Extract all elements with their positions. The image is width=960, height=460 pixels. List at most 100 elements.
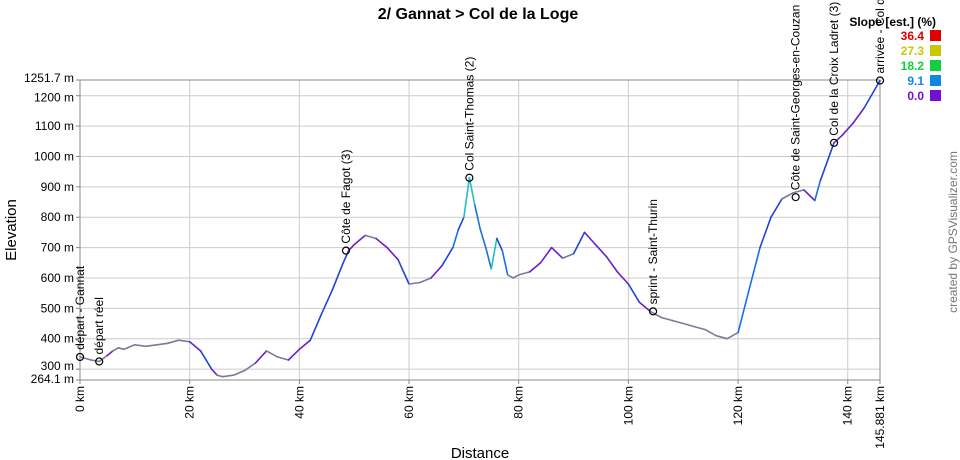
profile-segment [863, 79, 881, 109]
profile-segment [660, 316, 674, 322]
y-tick-label: 400 m [41, 332, 74, 346]
profile-segment [506, 274, 515, 279]
profile-segment [484, 246, 493, 270]
profile-segment [221, 374, 235, 378]
legend-swatch [930, 45, 941, 56]
profile-segment [792, 189, 805, 194]
profile-segment [123, 343, 136, 351]
profile-segment [441, 246, 454, 267]
profile-segment [726, 331, 739, 340]
x-tick-label: 100 km [621, 386, 635, 425]
profile-segment [748, 246, 761, 291]
profile-segment [819, 142, 835, 182]
profile-segment [298, 339, 312, 351]
profile-segment [594, 243, 608, 258]
profile-segment [479, 228, 487, 249]
profile-segment [134, 343, 147, 348]
profile-segment [468, 176, 476, 206]
profile-segment [156, 342, 169, 346]
profile-segment [166, 339, 180, 345]
profile-segment [517, 271, 531, 276]
x-tick-label: 20 km [183, 386, 197, 419]
waypoint-marker [875, 76, 885, 85]
profile-segment [397, 258, 410, 285]
chart-title: 2/ Gannat > Col de la Loge [378, 6, 579, 23]
legend-value: 0.0 [907, 89, 924, 103]
legend-swatch [930, 30, 941, 41]
grid-lines [80, 80, 880, 380]
plot-frame [79, 79, 881, 381]
x-axis-ticks: 0 km 20 km 40 km 60 km 80 km 100 km 120 km 140 … [73, 380, 887, 449]
waypoint-label: Col Saint-Thomas (2) [462, 57, 476, 171]
profile-segment [117, 346, 125, 351]
legend-swatch [930, 75, 941, 86]
profile-segment [463, 176, 471, 218]
profile-segment [265, 350, 279, 358]
legend-value: 36.4 [901, 29, 925, 43]
profile-segment [852, 107, 866, 124]
slope-legend: Slope [est.] (%) 36.427.318.29.10.0 [849, 15, 941, 103]
waypoint-label: Col de la Croix Ladret (3) [827, 2, 841, 136]
profile-segment [495, 237, 504, 252]
legend-value: 18.2 [901, 59, 925, 73]
y-tick-label: 300 m [41, 359, 74, 373]
y-tick-label: 500 m [41, 301, 74, 315]
y-tick-label: 1251.7 m [24, 71, 74, 85]
profile-segment [177, 339, 191, 343]
waypoint-marker [95, 357, 104, 366]
profile-segment [490, 237, 498, 270]
profile-segment [364, 234, 377, 240]
legend-swatch [930, 60, 941, 71]
profile-segment [737, 289, 750, 334]
y-tick-label: 264.1 m [31, 372, 74, 386]
profile-segment [254, 350, 268, 364]
plot-border [79, 79, 881, 381]
profile-segment [781, 192, 794, 200]
profile-segment [671, 319, 685, 325]
profile-segment [583, 231, 597, 246]
profile-segment [833, 134, 844, 144]
legend-title: Slope [est.] (%) [849, 15, 936, 29]
profile-segment [353, 234, 367, 246]
profile-segment [561, 252, 575, 260]
x-axis-title: Distance [451, 445, 509, 460]
profile-segment [243, 362, 257, 372]
profile-segment [457, 216, 465, 231]
profile-segment [803, 189, 816, 202]
profile-segment [572, 231, 586, 255]
profile-segment [512, 274, 520, 279]
x-tick-label: 40 km [292, 386, 306, 419]
profile-segment [430, 264, 443, 279]
profile-segment [682, 322, 696, 328]
waypoint-marker [465, 173, 474, 182]
credit-text: created by GPSVisualizer.com [946, 151, 960, 313]
waypoint-label: Côte de Fagot (3) [339, 150, 353, 244]
profile-segment [112, 346, 120, 352]
y-tick-label: 600 m [41, 271, 74, 285]
profile-segment [287, 348, 301, 361]
waypoint-marker [791, 193, 800, 202]
profile-segment [704, 328, 717, 337]
profile-segment [98, 354, 109, 363]
waypoint-marker [341, 246, 351, 255]
x-tick-label: 145.881 km [873, 386, 887, 449]
waypoint-label: sprint - Saint-Thurin [646, 199, 660, 304]
profile-segment [759, 216, 772, 249]
legend-value: 27.3 [901, 44, 925, 58]
profile-segment [841, 122, 855, 136]
profile-segment [145, 343, 158, 348]
waypoints: départ - Gannat départ réel Côte de Fagot … [73, 0, 887, 366]
profile-segment [627, 283, 641, 304]
profile-segment [473, 204, 482, 231]
profile-segment [232, 369, 246, 377]
profile-segment [106, 350, 114, 357]
x-tick-label: 140 km [841, 386, 855, 425]
profile-segment [309, 313, 323, 342]
profile-segment [188, 340, 202, 352]
profile-segment [528, 261, 542, 273]
profile-segment [205, 359, 213, 370]
x-tick-label: 0 km [73, 386, 87, 412]
waypoint-label: départ réel [92, 297, 106, 354]
profile-segment [331, 261, 345, 291]
